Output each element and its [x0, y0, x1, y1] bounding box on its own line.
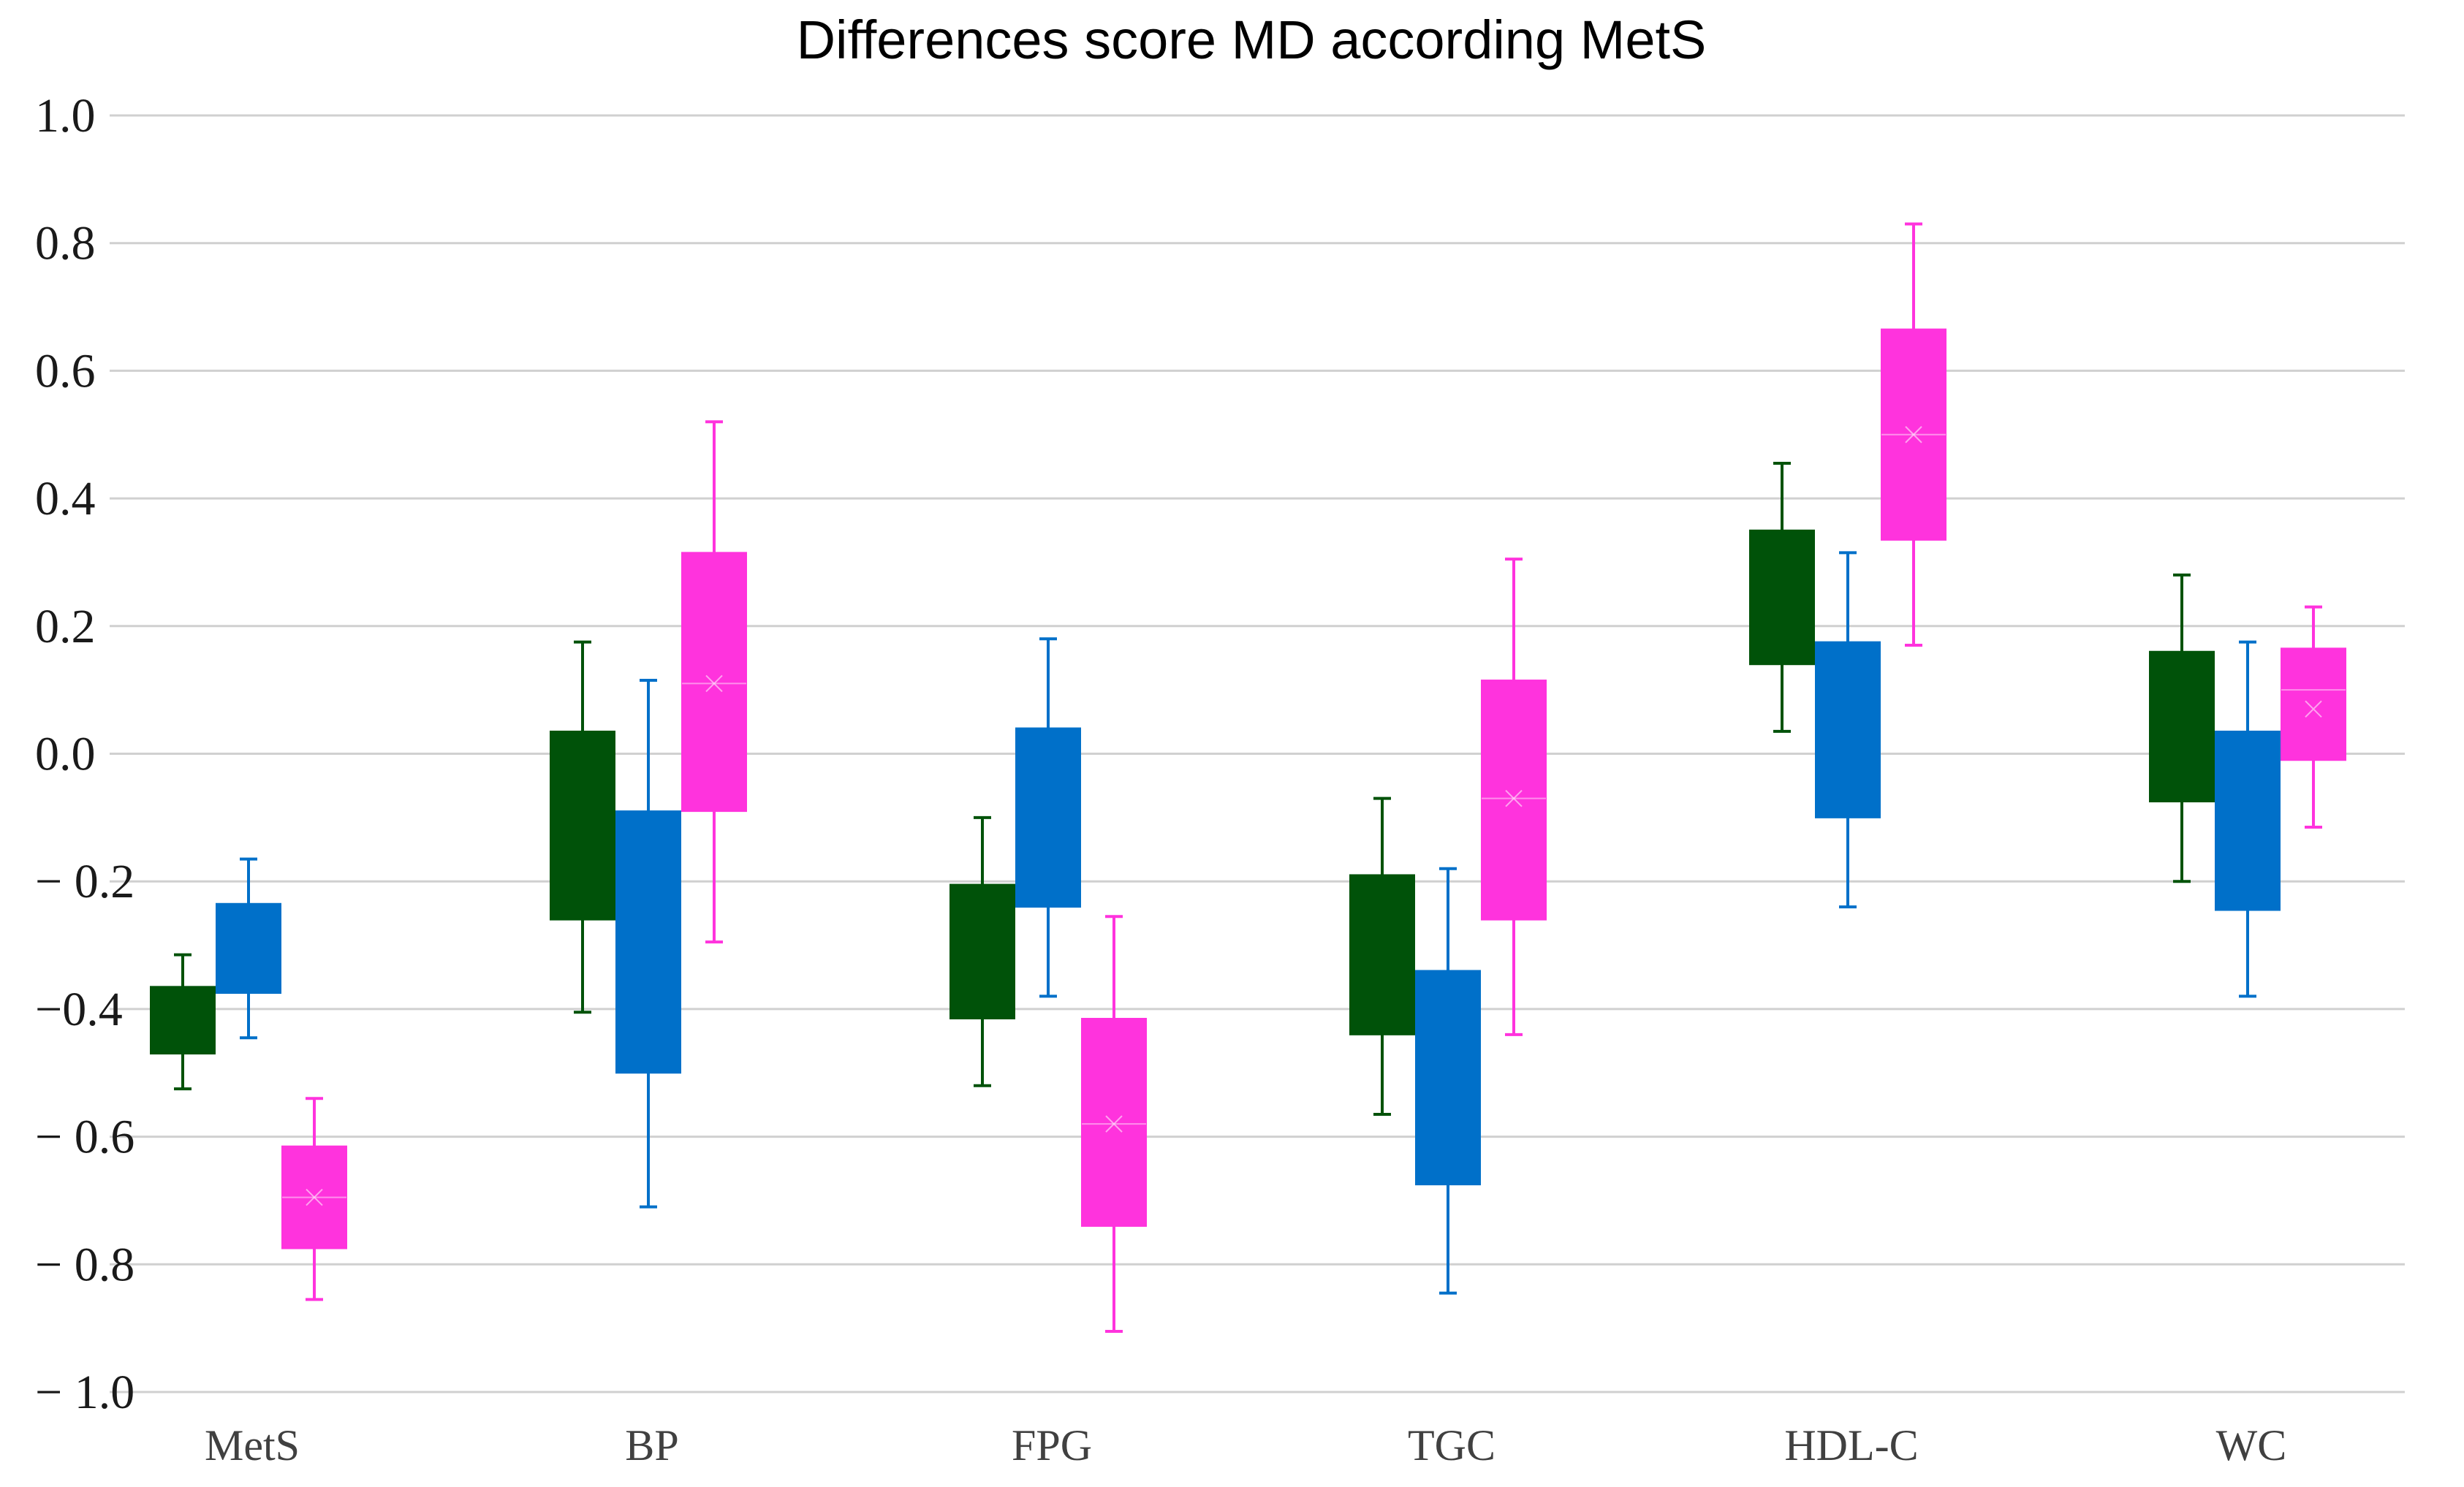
box-body: [2215, 730, 2281, 911]
box-body: [1815, 641, 1881, 818]
mean-marker: [705, 674, 723, 693]
box-hdl-c-2: [1815, 551, 1881, 909]
box-hdl-c-3: [1881, 222, 1946, 647]
box-fpg-1: [949, 815, 1015, 1087]
mean-marker: [1905, 426, 1922, 444]
mean-marker: [306, 1188, 323, 1206]
y-tick-label: 0.0: [35, 728, 96, 781]
y-tick-label: 0.8: [35, 217, 96, 270]
y-tick-label: 0.6: [35, 344, 96, 398]
y-tick-label: 0.2: [35, 600, 96, 653]
box-body: [1081, 1018, 1147, 1227]
y-tick-label: 1.0: [35, 89, 96, 142]
gridlines: [110, 114, 2405, 1393]
chart-title: Differences score MD according MetS: [797, 9, 1707, 70]
box-body: [1415, 970, 1481, 1186]
x-tick-label: WC: [2216, 1421, 2287, 1469]
box-bp-3: [681, 420, 747, 944]
mean-marker: [2305, 700, 2322, 718]
box-body: [2281, 647, 2346, 761]
x-tick-label: FPG: [1012, 1421, 1092, 1469]
box-fpg-2: [1015, 637, 1081, 998]
y-tick-label: −0.4: [35, 983, 123, 1036]
y-tick-label: − 0.2: [35, 855, 134, 908]
box-body: [1481, 680, 1547, 921]
y-tick-label: − 0.8: [35, 1238, 134, 1291]
box-tgc-3: [1481, 558, 1547, 1036]
box-body: [1749, 529, 1815, 666]
y-axis-ticks: 1.0 0.8 0.6 0.4 0.2 0.0 − 0.2 −0.4 − 0.6 − 0.8 − 1…: [35, 89, 134, 1419]
box-mets-2: [216, 857, 281, 1040]
box-bp-1: [550, 640, 615, 1014]
x-tick-label: TGC: [1408, 1421, 1496, 1469]
box-series: [150, 222, 2346, 1334]
x-tick-label: MetS: [205, 1421, 300, 1469]
box-body: [1349, 874, 1415, 1035]
box-tgc-2: [1415, 867, 1481, 1295]
y-tick-label: − 0.6: [35, 1111, 134, 1164]
box-body: [550, 730, 615, 921]
y-tick-label: − 1.0: [35, 1366, 134, 1419]
box-wc-2: [2215, 640, 2281, 998]
box-body: [216, 902, 281, 994]
box-body: [1015, 727, 1081, 908]
box-wc-3: [2281, 605, 2346, 829]
x-tick-label: HDL-C: [1784, 1421, 1918, 1469]
box-body: [615, 810, 681, 1074]
y-tick-label: 0.4: [35, 472, 96, 525]
x-tick-label: BP: [625, 1421, 678, 1469]
box-body: [150, 986, 216, 1055]
box-body: [949, 883, 1015, 1020]
box-body: [2149, 650, 2215, 803]
box-mets-1: [150, 953, 216, 1091]
box-bp-2: [615, 679, 681, 1209]
box-hdl-c-1: [1749, 462, 1815, 733]
box-body: [681, 552, 747, 813]
box-tgc-1: [1349, 796, 1415, 1117]
mean-marker: [1105, 1115, 1123, 1133]
box-mets-3: [281, 1097, 347, 1301]
mean-marker: [1505, 789, 1523, 807]
box-wc-1: [2149, 573, 2215, 883]
x-axis-ticks: MetS BP FPG TGC HDL-C WC: [205, 1421, 2286, 1469]
box-fpg-3: [1081, 915, 1147, 1334]
